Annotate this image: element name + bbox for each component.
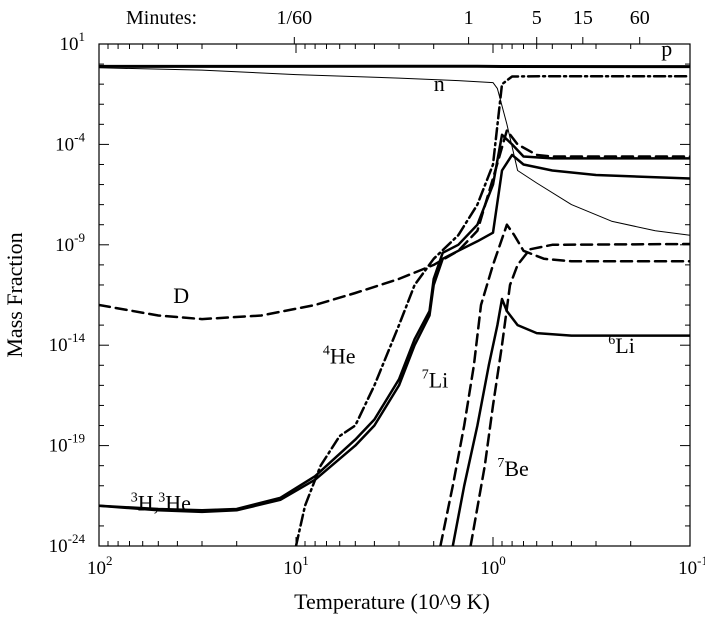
plot-frame xyxy=(98,43,691,547)
series-layer xyxy=(99,64,690,546)
top-axis-tick-label: 60 xyxy=(630,7,650,29)
x-tick-label: 100 xyxy=(480,553,506,579)
curve-label: p xyxy=(661,36,672,61)
y-tick-label: 10-24 xyxy=(49,531,86,557)
series-n-line xyxy=(99,67,690,236)
curve-label: 7Be xyxy=(497,456,528,481)
y-tick-label: 101 xyxy=(60,29,86,55)
tick-layer: 102 101 100 10-1 101 10-4 10-9 10-14 10-19 10-24 1… xyxy=(49,7,705,579)
y-axis-label: Mass Fraction xyxy=(2,232,27,357)
curve-label: 4He xyxy=(323,344,356,369)
series-7be-line xyxy=(469,242,690,546)
y-tick-label: 10-4 xyxy=(55,129,85,155)
series-4he-line xyxy=(294,74,690,546)
series-3he-line xyxy=(99,133,690,512)
top-axis-tick-label: 5 xyxy=(532,7,542,29)
curve-label: n xyxy=(434,71,445,96)
curve-label: D xyxy=(173,283,189,308)
y-tick-label: 10-9 xyxy=(55,230,85,256)
curve-label: 7Li xyxy=(422,367,449,392)
x-axis-label: Temperature (10^9 K) xyxy=(294,589,490,614)
x-tick-label: 101 xyxy=(283,553,309,579)
series-7li-line xyxy=(439,223,690,546)
top-axis-tick-label: 1 xyxy=(464,7,474,29)
top-axis-tick-label: 15 xyxy=(573,7,593,29)
series-7li-solid-line xyxy=(451,297,690,546)
x-tick-label: 102 xyxy=(87,553,113,579)
x-tick-label: 10-1 xyxy=(678,553,705,579)
top-axis-label: Minutes: xyxy=(126,7,197,29)
top-axis-tick-label: 1/60 xyxy=(277,7,313,29)
curve-label: 3H, xyxy=(131,490,159,515)
y-tick-label: 10-19 xyxy=(49,431,85,457)
label-layer: p n D 4He 7Li 7Be 6Li 3H, 3He xyxy=(131,36,672,515)
curve-label: 3He xyxy=(158,490,191,515)
curve-label: 6Li xyxy=(608,333,635,358)
y-tick-label: 10-14 xyxy=(49,330,86,356)
